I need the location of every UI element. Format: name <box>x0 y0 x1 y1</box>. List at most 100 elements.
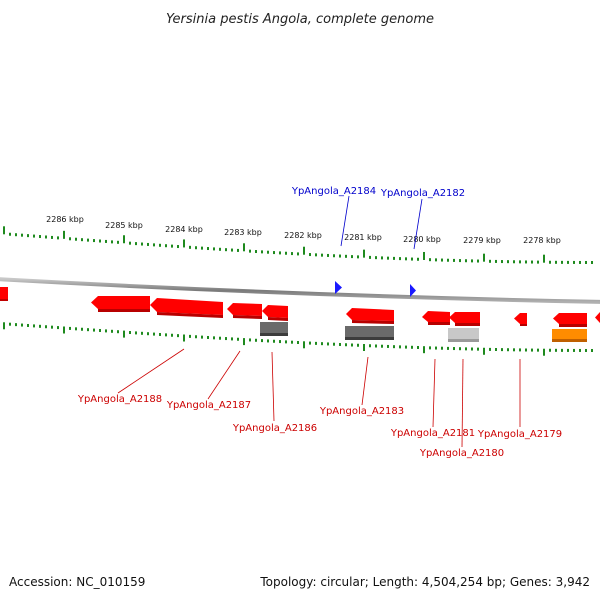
minor-tick <box>225 337 227 341</box>
minor-tick <box>237 248 239 252</box>
gene-A2186-grey-block[interactable] <box>260 322 288 334</box>
minor-tick <box>579 348 581 352</box>
minor-tick <box>291 252 293 256</box>
minor-tick <box>489 259 491 263</box>
minor-tick <box>255 338 257 342</box>
minor-tick <box>15 323 17 327</box>
label-YpAngola_A2181[interactable]: YpAngola_A2181 <box>390 428 475 439</box>
minor-tick <box>591 348 593 352</box>
major-tick <box>123 235 125 244</box>
minor-tick <box>273 339 275 343</box>
gene-right-orange-block[interactable] <box>552 329 587 340</box>
minor-tick <box>471 259 473 263</box>
major-tick <box>543 348 545 356</box>
gene-YpAngola_A2183[interactable] <box>346 308 394 321</box>
scale-label-2284: 2284 kbp <box>165 225 203 234</box>
gene-A2183-grey-block[interactable] <box>345 326 394 338</box>
minor-tick <box>441 258 443 262</box>
gene-YpAngola_A2188[interactable] <box>91 296 150 309</box>
label-YpAngola_A2183[interactable]: YpAngola_A2183 <box>319 406 404 417</box>
minor-tick <box>57 326 59 330</box>
minor-tick <box>81 238 83 242</box>
minor-tick <box>69 237 71 241</box>
genome-backbone <box>0 277 600 304</box>
gene-YpAngola_A2183-shadow <box>352 320 394 324</box>
minor-tick <box>333 342 335 346</box>
minor-tick <box>129 241 131 245</box>
minor-tick <box>501 348 503 352</box>
gene-YpAngola_A2181[interactable] <box>422 311 450 322</box>
map-title: Yersinia pestis Angola, complete genome <box>166 12 434 27</box>
minor-tick <box>555 348 557 352</box>
minor-tick <box>561 348 563 352</box>
minor-tick <box>411 257 413 261</box>
minor-tick <box>33 234 35 238</box>
minor-tick <box>99 328 101 332</box>
minor-tick <box>447 346 449 350</box>
gene-YpAngola_A2179[interactable] <box>514 313 527 324</box>
minor-tick <box>441 346 443 350</box>
minor-tick <box>507 260 509 264</box>
scale-label-2283: 2283 kbp <box>224 228 262 237</box>
minor-tick <box>279 251 281 255</box>
gene-partial-right[interactable] <box>595 312 600 323</box>
minor-tick <box>195 246 197 250</box>
gene-YpAngola_A2187[interactable] <box>150 298 223 315</box>
minor-tick <box>381 344 383 348</box>
minor-tick <box>429 258 431 262</box>
label-YpAngola_A2188[interactable]: YpAngola_A2188 <box>77 394 162 405</box>
minor-tick <box>273 251 275 255</box>
minor-tick <box>549 260 551 264</box>
leader-YpAngola_A2184 <box>340 195 350 247</box>
minor-tick <box>351 343 353 347</box>
accession-text: Accession: NC_010159 <box>9 575 145 589</box>
label-YpAngola_A2182[interactable]: YpAngola_A2182 <box>380 188 465 199</box>
label-YpAngola_A2187[interactable]: YpAngola_A2187 <box>166 400 251 411</box>
label-YpAngola_A2179[interactable]: YpAngola_A2179 <box>477 429 562 440</box>
gene-YpAngola_A2180[interactable] <box>449 312 480 323</box>
minor-tick <box>75 327 77 331</box>
major-tick <box>543 254 545 263</box>
label-YpAngola_A2186[interactable]: YpAngola_A2186 <box>232 423 317 434</box>
minor-tick <box>495 259 497 263</box>
minor-tick <box>45 325 47 329</box>
minor-tick <box>249 249 251 253</box>
gene-YpAngola_A2180-shadow <box>455 323 480 326</box>
minor-tick <box>153 332 155 336</box>
major-tick <box>483 253 485 262</box>
gene-YpAngola_A2182[interactable] <box>410 284 416 297</box>
minor-tick <box>279 340 281 344</box>
minor-tick <box>177 334 179 338</box>
leader-YpAngola_A2187 <box>207 350 241 400</box>
gene-YpAngola_A2186-a[interactable] <box>227 303 262 316</box>
gene-YpAngola_A2186-a-shadow <box>233 315 262 319</box>
minor-tick <box>99 239 101 243</box>
minor-tick <box>135 331 137 335</box>
gene-YpAngola_A2187-shadow <box>157 312 223 318</box>
gene-right-red[interactable] <box>553 313 587 324</box>
minor-tick <box>357 343 359 347</box>
minor-tick <box>327 342 329 346</box>
minor-tick <box>489 347 491 351</box>
minor-tick <box>309 341 311 345</box>
minor-tick <box>225 248 227 252</box>
minor-tick <box>477 259 479 263</box>
minor-tick <box>345 254 347 258</box>
minor-tick <box>351 255 353 259</box>
gene-A2180-light-grey-block[interactable] <box>448 328 479 340</box>
minor-tick <box>219 336 221 340</box>
label-YpAngola_A2180[interactable]: YpAngola_A2180 <box>419 448 504 459</box>
minor-tick <box>513 348 515 352</box>
gene-YpAngola_A2184[interactable] <box>335 281 342 294</box>
minor-tick <box>291 340 293 344</box>
gene-YpAngola_A2186-b[interactable] <box>262 305 288 318</box>
gene-YpAngola_A2179-shadow <box>520 324 527 326</box>
gene-partial-left[interactable] <box>0 287 8 299</box>
minor-tick <box>321 253 323 257</box>
gene-YpAngola_A2181-shadow <box>428 322 450 325</box>
minor-tick <box>555 260 557 264</box>
minor-tick <box>285 251 287 255</box>
minor-tick <box>447 258 449 262</box>
major-tick <box>183 334 185 342</box>
label-YpAngola_A2184[interactable]: YpAngola_A2184 <box>291 186 376 197</box>
